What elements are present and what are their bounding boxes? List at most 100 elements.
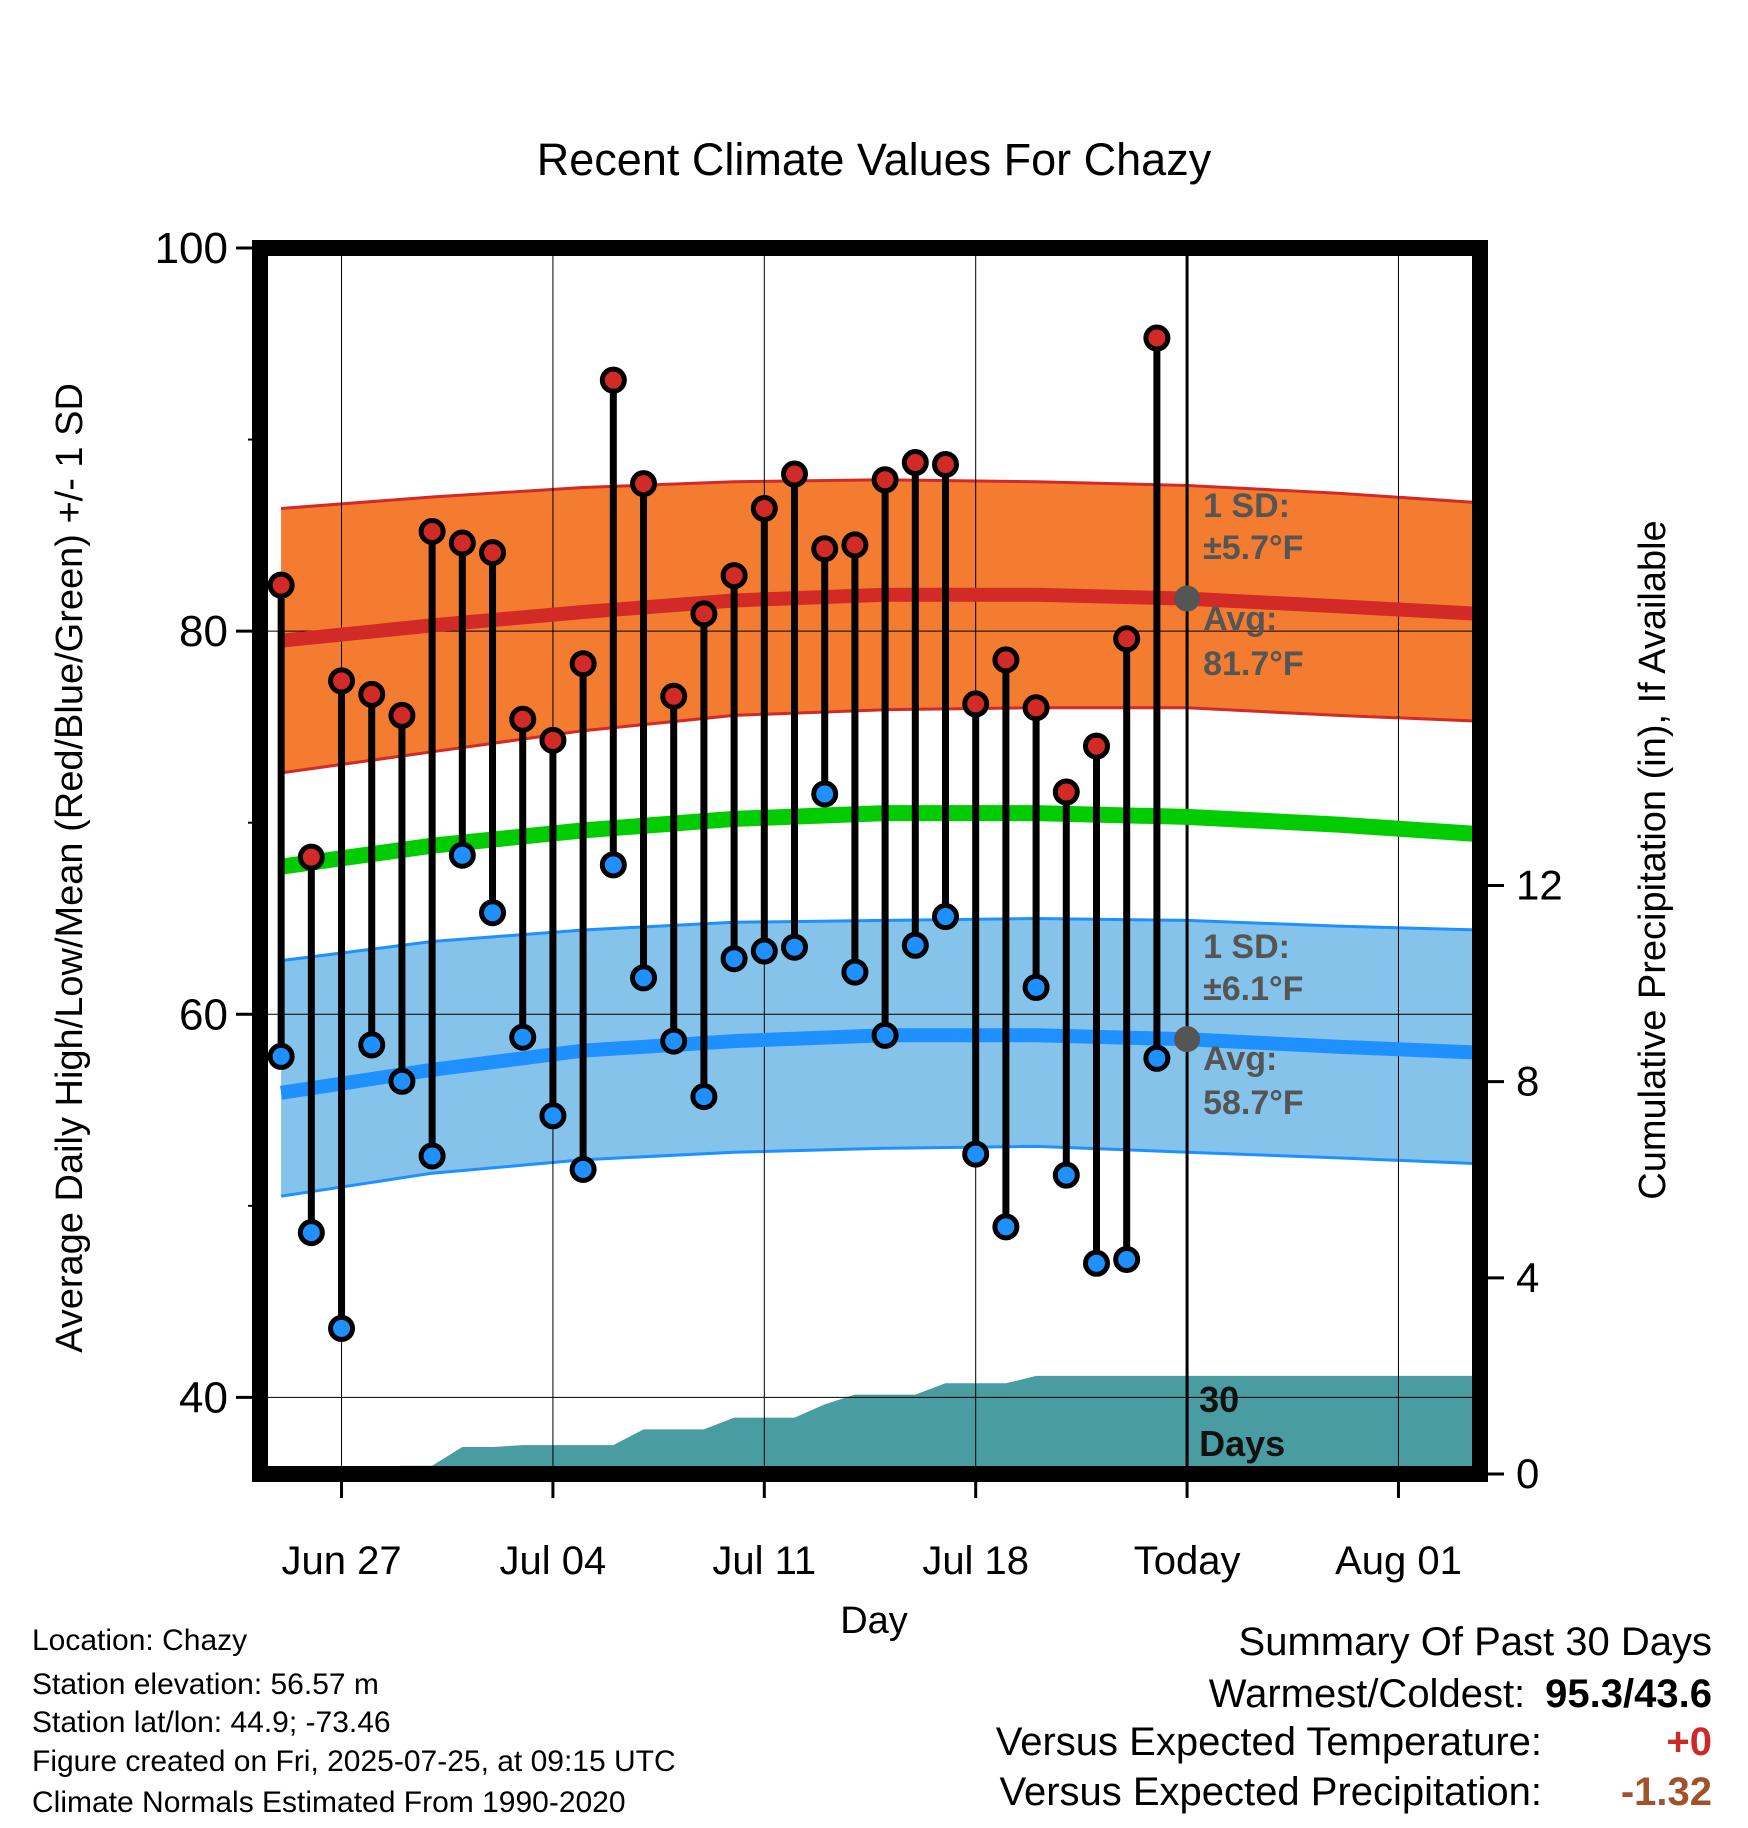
x-tick-label: Aug 01	[1335, 1539, 1462, 1583]
observed-high-point	[871, 466, 899, 494]
observed-low-point	[720, 945, 748, 973]
x-tick-label: Jul 04	[500, 1539, 607, 1583]
observed-low-point	[569, 1155, 597, 1183]
low-avg-value: 58.7°F	[1203, 1084, 1304, 1122]
observed-low-point	[901, 931, 929, 959]
observed-low-point	[962, 1140, 990, 1168]
low-sd-band	[281, 918, 1480, 1197]
plot-frame	[252, 240, 1488, 1482]
footer-elevation: Station elevation: 56.57 m	[32, 1668, 379, 1701]
summary-temp: Versus Expected Temperature: +0	[996, 1720, 1712, 1765]
footer-created: Figure created on Fri, 2025-07-25, at 09…	[32, 1745, 676, 1778]
precip-label: Versus Expected Precipitation:	[999, 1770, 1542, 1814]
x-tick-label: Jun 27	[281, 1539, 401, 1583]
observed-high-point	[841, 531, 869, 559]
y2-tick-label: 8	[1516, 1058, 1539, 1105]
observed-high-point	[781, 460, 809, 488]
observed-low-point	[630, 964, 658, 992]
days-count-label: 30	[1199, 1379, 1239, 1420]
warm-cold-label: Warmest/Coldest:	[1208, 1672, 1526, 1716]
observed-high-point	[328, 667, 356, 695]
footer-latlon: Station lat/lon: 44.9; -73.46	[32, 1706, 391, 1739]
observed-low-point	[1022, 973, 1050, 1001]
observed-low-point	[841, 958, 869, 986]
summary-warm-cold: Warmest/Coldest: 95.3/43.6	[1209, 1672, 1712, 1717]
y2-axis-label: Cumulative Precipitation (in), If Availa…	[1632, 520, 1674, 1199]
y2-tick-label: 12	[1516, 862, 1563, 909]
summary-precip: Versus Expected Precipitation: -1.32	[999, 1770, 1712, 1815]
observed-high-point	[267, 571, 295, 599]
observed-high-point	[479, 539, 507, 567]
observed-high-point	[569, 650, 597, 678]
y2-tick-label: 4	[1516, 1254, 1539, 1301]
observed-high-point	[931, 450, 959, 478]
observed-high-point	[750, 495, 778, 523]
observed-low-point	[931, 903, 959, 931]
observed-low-point	[781, 933, 809, 961]
observed-high-point	[539, 726, 567, 754]
observed-high-point	[690, 600, 718, 628]
high-sd-value: ±5.7°F	[1203, 529, 1303, 567]
observed-low-point	[479, 899, 507, 927]
today-low-avg-marker	[1174, 1026, 1201, 1053]
warm-cold-value: 95.3/43.6	[1545, 1672, 1712, 1716]
observed-low-point	[328, 1314, 356, 1342]
y-tick-label: 80	[179, 607, 228, 656]
observed-low-point	[1143, 1044, 1171, 1072]
observed-low-point	[811, 780, 839, 808]
summary-title: Summary Of Past 30 Days	[1238, 1620, 1712, 1664]
y2-tick-label: 0	[1516, 1450, 1539, 1497]
footer-location: Location: Chazy	[32, 1624, 248, 1657]
observed-high-point	[1022, 694, 1050, 722]
observed-low-point	[448, 841, 476, 869]
temp-label: Versus Expected Temperature:	[995, 1720, 1542, 1764]
low-sd-value: ±6.1°F	[1203, 970, 1303, 1008]
observed-low-point	[871, 1021, 899, 1049]
observed-high-point	[448, 529, 476, 557]
observed-high-point	[358, 680, 386, 708]
x-axis-label: Day	[840, 1600, 908, 1642]
precip-area	[260, 1375, 1480, 1474]
temp-value: +0	[1666, 1720, 1712, 1764]
observed-high-point	[811, 535, 839, 563]
observed-high-point	[720, 562, 748, 590]
low-band-lower-edge	[280, 1144, 1481, 1198]
observed-high-point	[1143, 324, 1171, 352]
y-tick-label: 40	[179, 1373, 228, 1422]
observed-high-point	[992, 646, 1020, 674]
observed-high-point	[901, 449, 929, 477]
observed-high-point	[962, 690, 990, 718]
observed-high-point	[509, 705, 537, 733]
y-tick-label: 100	[155, 224, 228, 273]
observed-low-point	[1082, 1249, 1110, 1277]
observed-low-point	[267, 1042, 295, 1070]
low-sd-label: 1 SD:	[1203, 928, 1290, 966]
observed-low-point	[1113, 1245, 1141, 1273]
days-unit-label: Days	[1199, 1423, 1285, 1464]
observed-low-point	[750, 937, 778, 965]
high-sd-label: 1 SD:	[1203, 487, 1290, 525]
observed-low-point	[599, 851, 627, 879]
observed-high-point	[1052, 778, 1080, 806]
high-avg-label: Avg:	[1203, 600, 1277, 638]
observed-high-point	[388, 701, 416, 729]
x-tick-label: Jul 18	[922, 1539, 1029, 1583]
y-tick-label: 60	[179, 990, 228, 1039]
observed-low-point	[358, 1031, 386, 1059]
observed-low-point	[690, 1083, 718, 1111]
observed-high-point	[418, 518, 446, 546]
high-avg-value: 81.7°F	[1203, 645, 1304, 683]
observed-high-point	[660, 682, 688, 710]
observed-low-point	[509, 1023, 537, 1051]
low-avg-label: Avg:	[1203, 1040, 1277, 1078]
footer-normals: Climate Normals Estimated From 1990-2020	[32, 1786, 626, 1819]
observed-low-point	[539, 1102, 567, 1130]
observed-low-point	[388, 1067, 416, 1095]
x-tick-label: Today	[1134, 1539, 1241, 1583]
precip-value: -1.32	[1620, 1770, 1712, 1814]
today-high-avg-marker	[1174, 585, 1201, 612]
observed-low-point	[992, 1213, 1020, 1241]
y-axis-label: Average Daily High/Low/Mean (Red/Blue/Gr…	[49, 383, 91, 1353]
observed-low-point	[297, 1219, 325, 1247]
